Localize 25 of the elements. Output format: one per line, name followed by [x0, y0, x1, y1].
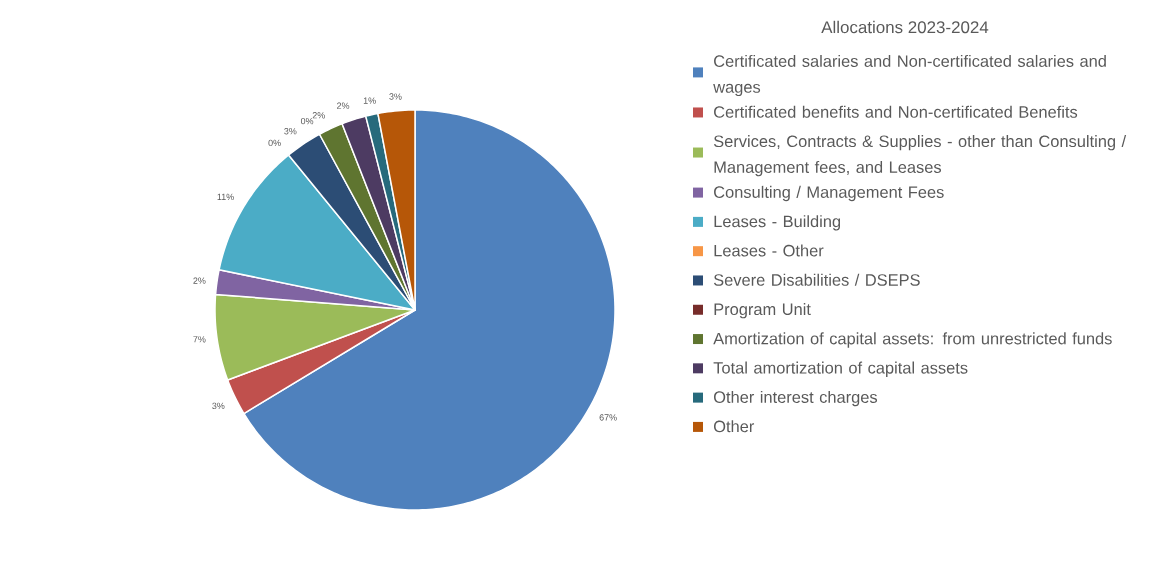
legend-label: Other interest charges [713, 390, 878, 407]
legend-label: Leases - Other [714, 244, 824, 257]
data-label: 3% [284, 128, 297, 135]
data-label: 3% [212, 402, 225, 410]
legend-label: Services, Contracts & Supplies - other than Consulting / Management fees, and Leases [713, 135, 1127, 177]
data-label: 7% [193, 336, 206, 343]
legend-label: Certificated benefits and Non-certificated Benefits [714, 105, 1078, 118]
data-label: 67% [599, 414, 617, 421]
legend-label: Consulting / Management Fees [714, 185, 944, 202]
text: 0% [268, 139, 281, 147]
data-label: 1% [363, 97, 376, 104]
legend-label: Leases - Building [714, 215, 841, 231]
text: 0% [300, 117, 314, 125]
legend-label: Severe Disabilities / DSEPS [713, 273, 920, 286]
data-label: 2% [337, 102, 350, 109]
legend-label: Amortization of capital assets: from unrestricted funds [713, 332, 1112, 348]
legend-label: Certificated salaries and Non-certificated salaries and wages [713, 54, 1106, 97]
data-label: 2% [312, 112, 325, 119]
legend-label: Program Unit [714, 303, 811, 319]
legend-label: Total amortization of capital assets [713, 361, 968, 377]
legend-label: Other [713, 420, 755, 433]
chart-title: Allocations 2023-2024 [821, 20, 989, 34]
data-label: 2% [193, 277, 206, 284]
data-label: 3% [389, 93, 402, 100]
data-label: 11% [217, 193, 234, 201]
